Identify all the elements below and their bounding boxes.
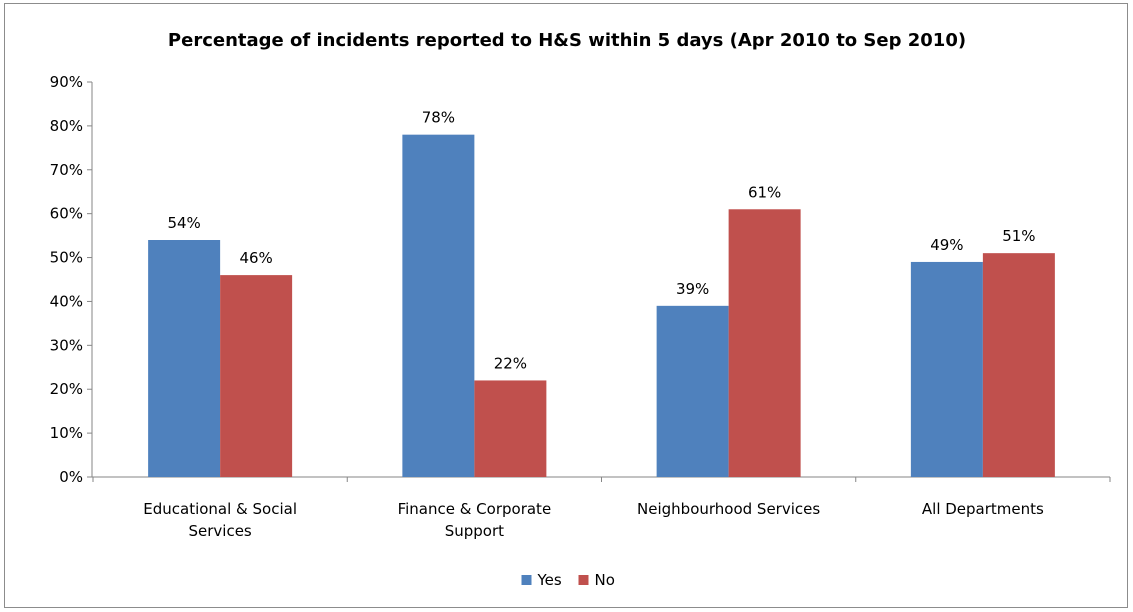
legend-label-yes: Yes bbox=[537, 571, 562, 589]
chart-frame: Percentage of incidents reported to H&S … bbox=[4, 3, 1128, 608]
y-tick-label: 80% bbox=[50, 117, 83, 135]
legend-label-no: No bbox=[595, 571, 615, 589]
data-label: 49% bbox=[930, 236, 963, 254]
y-tick-label: 60% bbox=[50, 205, 83, 223]
data-label: 78% bbox=[422, 109, 455, 127]
bar-no bbox=[982, 253, 1055, 477]
y-tick-label: 10% bbox=[50, 424, 83, 442]
bar-no bbox=[474, 380, 547, 477]
bar-yes bbox=[910, 261, 983, 477]
y-tick-label: 20% bbox=[50, 380, 83, 398]
bar-yes bbox=[402, 134, 475, 477]
x-category-label: Support bbox=[445, 522, 504, 540]
data-label: 22% bbox=[494, 354, 527, 372]
y-tick-label: 0% bbox=[59, 468, 83, 486]
data-label: 39% bbox=[676, 280, 709, 298]
legend-swatch-no bbox=[578, 575, 589, 585]
data-label: 51% bbox=[1002, 227, 1035, 245]
chart-title: Percentage of incidents reported to H&S … bbox=[167, 30, 967, 51]
data-label: 54% bbox=[167, 214, 200, 232]
bar-yes bbox=[148, 240, 221, 477]
data-label: 46% bbox=[239, 249, 272, 267]
x-category-label: Finance & Corporate bbox=[398, 500, 552, 518]
legend-swatch-yes bbox=[521, 575, 532, 585]
bar-chart: 0% 10% 20% 30% 40% 50% 60% 70% 80% 90% 54% 46% Educa… bbox=[50, 73, 1111, 589]
x-category-label: Services bbox=[188, 522, 251, 540]
y-tick-label: 90% bbox=[50, 73, 83, 91]
bar-no bbox=[220, 275, 293, 477]
x-category-label: Educational & Social bbox=[143, 500, 297, 518]
y-tick-label: 40% bbox=[50, 292, 83, 310]
x-category-label: All Departments bbox=[922, 500, 1044, 518]
data-label: 61% bbox=[748, 183, 781, 201]
x-category-label: Neighbourhood Services bbox=[637, 500, 820, 518]
y-tick-label: 30% bbox=[50, 336, 83, 354]
bar-yes bbox=[656, 305, 729, 477]
y-tick-label: 50% bbox=[50, 249, 83, 267]
y-tick-label: 70% bbox=[50, 161, 83, 179]
bar-no bbox=[728, 209, 801, 477]
